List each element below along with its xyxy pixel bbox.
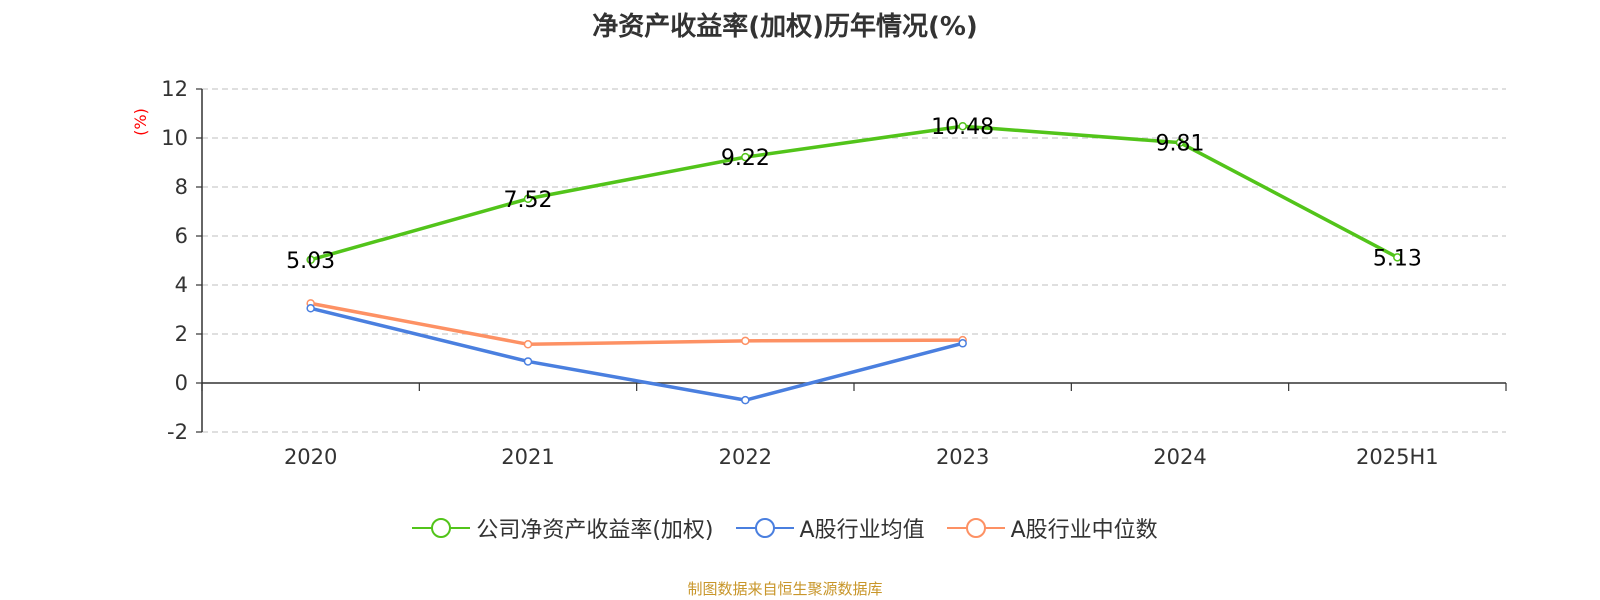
y-tick-label: 12 (161, 77, 188, 101)
x-tick-label: 2025H1 (1356, 445, 1439, 469)
data-label: 9.81 (1156, 132, 1205, 157)
legend-label: A股行业均值 (799, 518, 925, 543)
y-tick-label: -2 (167, 420, 188, 444)
legend-item[interactable]: 公司净资产收益率(加权) (412, 512, 714, 544)
data-point (523, 340, 533, 349)
data-label: 10.48 (931, 115, 994, 140)
x-tick-label: 2020 (284, 445, 337, 469)
y-tick-label: 0 (175, 371, 188, 395)
data-point (741, 336, 750, 346)
legend-label: A股行业中位数 (1010, 518, 1158, 543)
data-label: 5.03 (286, 249, 335, 274)
data-label: 5.13 (1373, 246, 1422, 271)
data-point (1175, 138, 1185, 147)
series-line (310, 301, 963, 347)
legend-marker-icon (735, 518, 794, 538)
x-tick-label: 2022 (719, 445, 772, 469)
y-axis-label: (%) (131, 108, 150, 136)
series-line (310, 124, 1399, 262)
data-point (306, 255, 315, 265)
y-tick-label: 2 (175, 322, 188, 346)
x-tick-label: 2024 (1153, 445, 1206, 469)
data-point (958, 121, 967, 131)
legend-marker-icon (412, 518, 471, 538)
legend-label: 公司净资产收益率(加权) (476, 518, 714, 543)
y-tick-label: 6 (175, 224, 188, 248)
data-label: 9.22 (721, 146, 770, 171)
series-line (310, 306, 964, 402)
legend-item[interactable]: A股行业均值 (735, 512, 925, 544)
data-point (523, 357, 533, 366)
data-point (523, 194, 533, 204)
y-tick-label: 10 (161, 126, 188, 150)
y-tick-label: 8 (175, 175, 188, 199)
data-point (958, 339, 967, 348)
data-label: 7.52 (504, 188, 553, 213)
source-note: 制图数据来自恒生聚源数据库 (687, 580, 883, 598)
chart-title: 净资产收益率(加权)历年情况(%) (592, 12, 978, 42)
legend-item[interactable]: A股行业中位数 (946, 512, 1158, 544)
x-tick-label: 2021 (501, 445, 554, 469)
data-point (306, 304, 315, 313)
data-point (1393, 253, 1402, 262)
legend: 公司净资产收益率(加权) A股行业均值 A股行业中位数 (0, 512, 1570, 544)
data-point (741, 395, 750, 405)
y-tick-label: 4 (175, 273, 188, 297)
data-point (741, 152, 750, 162)
line-chart: -2 0 2 4 6 8 10 12 2020 2021 2022 2023 2024 2025H1 (%)… (131, 77, 1507, 469)
x-tick-label: 2023 (936, 445, 989, 469)
legend-marker-icon (946, 518, 1005, 538)
